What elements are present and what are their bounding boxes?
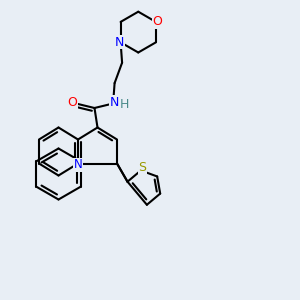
Text: N: N (110, 96, 119, 109)
Text: O: O (152, 15, 162, 28)
Text: N: N (115, 36, 124, 49)
Text: O: O (68, 95, 77, 109)
Text: N: N (74, 158, 82, 172)
Text: H: H (120, 98, 129, 111)
Text: S: S (138, 161, 146, 174)
